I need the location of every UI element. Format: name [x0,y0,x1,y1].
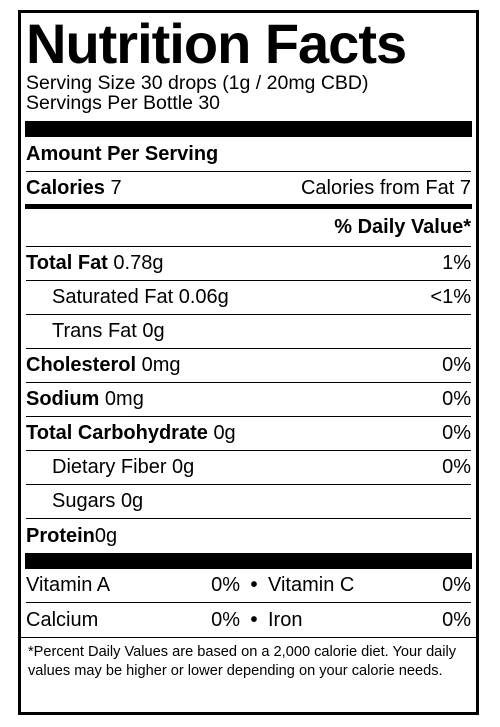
nutrient-row-sugars: Sugars 0g [26,485,471,519]
nutrient-label: Protein [26,524,95,547]
calories-label: Calories [26,176,105,199]
bullet-separator: • [250,608,258,631]
nutrient-row-cholesterol: Cholesterol 0mg 0% [26,349,471,383]
nutrient-label: Dietary Fiber [52,456,167,478]
servings-per-bottle: Servings Per Bottle 30 [26,92,221,114]
vitamin-label: Vitamin C [268,574,355,596]
nutrient-dv: 0% [442,354,471,376]
nutrient-value: 0.06g [178,286,229,308]
nutrient-value: 0mg [104,388,144,410]
bullet-separator: • [250,574,258,596]
nutrient-value: 0mg [141,354,181,376]
footnote: *Percent Daily Values are based on a 2,0… [28,644,457,679]
vitamin-dv: 0% [211,574,240,596]
nutrient-label: Saturated Fat [52,286,174,308]
nutrient-dv: 0% [442,388,471,410]
calories-row: Calories 7 Calories from Fat 7 [26,172,471,204]
footnote-divider [21,637,476,638]
nutrient-label: Sugars [52,490,116,512]
vitamin-label: Vitamin A [26,574,111,596]
amount-per-serving: Amount Per Serving [26,137,471,172]
nutrient-label: Cholesterol [26,354,137,376]
nutrient-row-trans-fat: Trans Fat 0g [26,315,471,349]
calories-from-fat: Calories from Fat 7 [300,176,471,199]
calories-value: 7 [110,176,122,199]
vitamin-label: Calcium [26,608,99,631]
nutrient-value: 0g [142,320,165,342]
daily-value-header: % Daily Value* [26,209,471,247]
nutrient-value: 0g [94,524,118,547]
nutrition-facts-label: Nutrition Facts Serving Size 30 drops (1… [18,10,479,715]
vitamin-label: Iron [268,608,303,631]
thick-divider [25,121,472,137]
nutrient-value: 0g [213,422,236,444]
medium-divider [25,204,472,209]
vitamin-dv: 0% [442,574,471,596]
nutrient-label: Total Fat [26,252,108,274]
nutrient-label: Sodium [26,388,100,410]
nutrient-row-total-fat: Total Fat 0.78g 1% [26,247,471,281]
vitamin-row: Vitamin A 0% • Vitamin C 0% [26,569,471,603]
nutrient-dv: 1% [442,252,471,274]
nutrient-row-total-carbohydrate: Total Carbohydrate 0g 0% [26,417,471,451]
serving-size: Serving Size 30 drops (1g / 20mg CBD) [26,72,369,94]
nutrient-label: Total Carbohydrate [26,422,208,444]
nutrient-dv: 0% [442,422,471,444]
nutrient-value: 0g [172,456,195,478]
nutrient-row-protein: Protein0g [26,519,471,553]
vitamin-row: Calcium 0% • Iron 0% [26,603,471,637]
nutrient-value: 0g [120,490,144,512]
nutrient-label: Trans Fat [52,320,137,342]
vitamin-dv: 0% [442,608,471,631]
vitamin-dv: 0% [211,608,240,631]
nutrient-dv: <1% [430,286,471,308]
nutrient-dv: 0% [442,456,471,478]
nutrient-row-saturated-fat: Saturated Fat 0.06g <1% [26,281,471,315]
label-title: Nutrition Facts [26,12,407,75]
nutrient-row-dietary-fiber: Dietary Fiber 0g 0% [26,451,471,485]
thick-divider [25,553,472,569]
nutrient-row-sodium: Sodium 0mg 0% [26,383,471,417]
nutrient-value: 0.78g [113,252,164,274]
